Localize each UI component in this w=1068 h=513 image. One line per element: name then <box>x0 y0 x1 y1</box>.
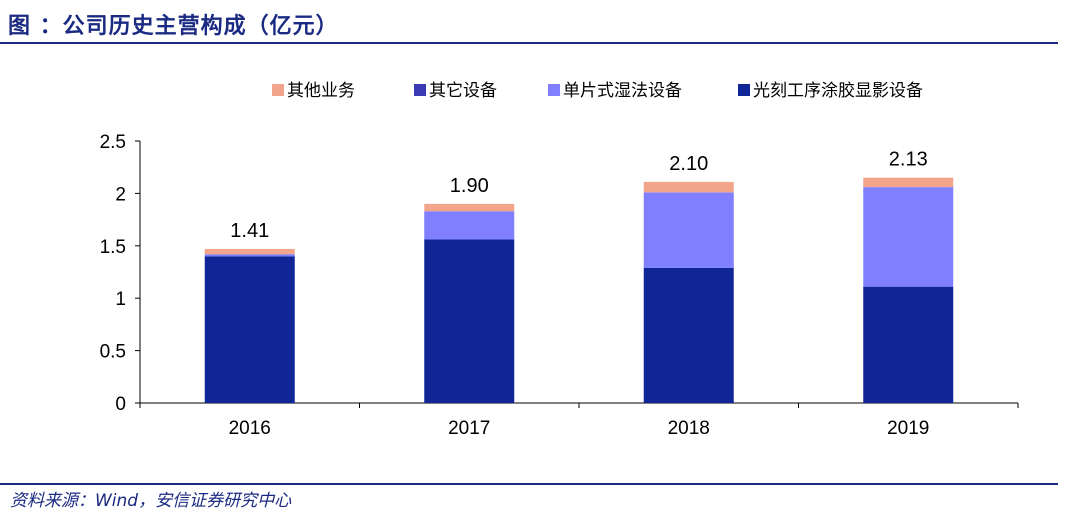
x-tick-label: 2016 <box>229 418 271 439</box>
legend-swatch <box>738 84 750 96</box>
page-title: 图 ：公司历史主营构成（亿元） <box>8 14 339 39</box>
x-tick-label: 2018 <box>668 418 710 439</box>
total-data-label: 1.41 <box>230 220 269 242</box>
legend-swatch <box>548 84 560 96</box>
legend-label: 其它设备 <box>429 81 497 101</box>
y-tick-label: 1 <box>115 289 126 310</box>
bar-segment <box>643 267 734 403</box>
title-bar: 图 ：公司历史主营构成（亿元） <box>0 0 1068 44</box>
bar-segment <box>863 177 954 188</box>
header-rule <box>0 42 1058 44</box>
total-data-label: 2.13 <box>889 149 928 171</box>
stacked-bar-chart: 0 0.5 1 1.5 2 2.5 2016 1.41 2017 1.90 2018 2.10 2019… <box>100 81 1019 439</box>
x-tick-label: 2017 <box>448 418 490 439</box>
bar-segment <box>204 248 295 255</box>
bar-segment <box>643 192 734 268</box>
legend-label: 其他业务 <box>287 81 355 101</box>
legend-swatch <box>414 84 426 96</box>
source-note: 资料来源：Wind，安信证券研究中心 <box>10 491 292 511</box>
bar-segment <box>863 187 954 287</box>
bar-segment <box>204 256 295 403</box>
legend-swatch <box>272 84 284 96</box>
total-data-label: 1.90 <box>450 175 489 197</box>
bar-segment <box>424 203 515 212</box>
bar-segment <box>863 286 954 403</box>
bar-segment <box>204 254 295 257</box>
y-tick-label: 1.5 <box>100 237 126 258</box>
y-tick-label: 2.5 <box>100 132 126 153</box>
bar-segment <box>424 239 515 403</box>
legend-label: 单片式湿法设备 <box>563 81 682 101</box>
y-tick-label: 0 <box>115 394 126 415</box>
y-tick-label: 0.5 <box>100 342 126 363</box>
bar-segment <box>424 211 515 240</box>
footer-rule <box>0 483 1058 485</box>
x-tick-label: 2019 <box>887 418 929 439</box>
y-tick-label: 2 <box>115 184 126 205</box>
bar-segment <box>643 181 734 193</box>
total-data-label: 2.10 <box>669 153 708 175</box>
legend-label: 光刻工序涂胶显影设备 <box>753 81 923 101</box>
